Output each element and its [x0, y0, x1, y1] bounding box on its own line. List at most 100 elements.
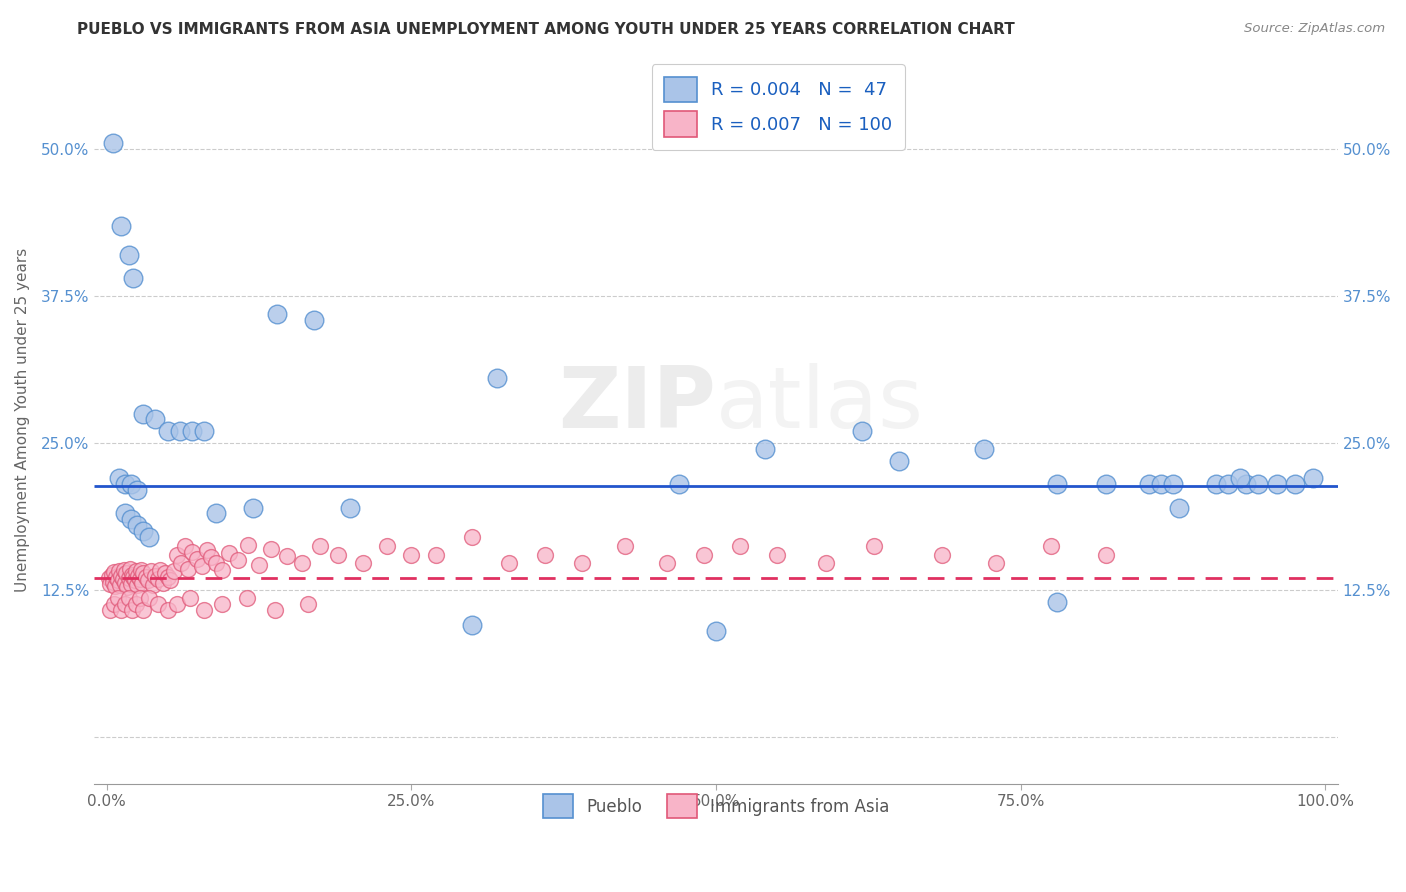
Point: [131, 575, 153, 590]
Point: [226, 553, 249, 567]
Point: [179, 591, 201, 605]
Point: [132, 603, 155, 617]
Text: Source: ZipAtlas.com: Source: ZipAtlas.com: [1244, 22, 1385, 36]
Point: [211, 597, 233, 611]
Point: [120, 577, 142, 591]
Point: [401, 548, 423, 562]
Point: [166, 597, 188, 611]
Point: [205, 507, 228, 521]
Point: [571, 556, 593, 570]
Point: [339, 500, 361, 515]
Point: [108, 564, 131, 578]
Point: [105, 570, 128, 584]
Point: [766, 548, 789, 562]
Point: [169, 424, 191, 438]
Point: [127, 518, 149, 533]
Point: [118, 562, 141, 576]
Point: [114, 507, 136, 521]
Point: [263, 603, 285, 617]
Point: [146, 572, 169, 586]
Point: [1168, 500, 1191, 515]
Point: [101, 574, 124, 589]
Point: [127, 483, 149, 497]
Point: [138, 591, 160, 605]
Point: [125, 564, 148, 578]
Point: [190, 559, 212, 574]
Point: [193, 424, 215, 438]
Legend: Pueblo, Immigrants from Asia: Pueblo, Immigrants from Asia: [534, 786, 898, 826]
Point: [887, 453, 910, 467]
Point: [170, 556, 193, 570]
Point: [114, 477, 136, 491]
Point: [973, 442, 995, 456]
Point: [668, 477, 690, 491]
Point: [101, 136, 124, 151]
Point: [122, 570, 145, 584]
Point: [163, 564, 186, 578]
Point: [127, 578, 149, 592]
Point: [931, 548, 953, 562]
Point: [146, 597, 169, 611]
Point: [186, 552, 208, 566]
Point: [177, 562, 200, 576]
Text: ZIP: ZIP: [558, 363, 716, 446]
Point: [107, 591, 129, 605]
Point: [136, 574, 159, 588]
Point: [149, 563, 172, 577]
Point: [461, 618, 484, 632]
Point: [236, 538, 259, 552]
Point: [986, 556, 1008, 570]
Point: [166, 548, 188, 562]
Text: atlas: atlas: [716, 363, 924, 446]
Point: [121, 603, 143, 617]
Point: [132, 566, 155, 581]
Point: [276, 549, 298, 563]
Point: [117, 571, 139, 585]
Point: [159, 574, 181, 588]
Point: [117, 591, 139, 605]
Point: [375, 540, 398, 554]
Point: [1046, 477, 1069, 491]
Point: [328, 548, 350, 562]
Point: [100, 567, 122, 582]
Point: [1205, 477, 1227, 491]
Point: [120, 477, 142, 491]
Point: [297, 597, 319, 611]
Point: [132, 407, 155, 421]
Point: [132, 524, 155, 538]
Point: [1040, 540, 1063, 554]
Point: [110, 219, 132, 233]
Point: [156, 570, 179, 584]
Point: [1229, 471, 1251, 485]
Point: [1234, 477, 1257, 491]
Point: [107, 574, 129, 588]
Point: [425, 548, 447, 562]
Point: [104, 579, 127, 593]
Point: [1302, 471, 1324, 485]
Y-axis label: Unemployment Among Youth under 25 years: Unemployment Among Youth under 25 years: [15, 247, 30, 591]
Point: [98, 571, 121, 585]
Point: [117, 248, 139, 262]
Point: [211, 563, 233, 577]
Point: [814, 556, 837, 570]
Point: [152, 575, 174, 590]
Point: [112, 563, 135, 577]
Point: [1150, 477, 1173, 491]
Point: [98, 603, 121, 617]
Text: PUEBLO VS IMMIGRANTS FROM ASIA UNEMPLOYMENT AMONG YOUTH UNDER 25 YEARS CORRELATI: PUEBLO VS IMMIGRANTS FROM ASIA UNEMPLOYM…: [77, 22, 1015, 37]
Point: [114, 597, 136, 611]
Point: [302, 312, 325, 326]
Point: [125, 597, 148, 611]
Point: [103, 597, 125, 611]
Point: [110, 603, 132, 617]
Point: [129, 563, 152, 577]
Point: [1095, 548, 1118, 562]
Point: [135, 570, 157, 584]
Point: [156, 603, 179, 617]
Point: [657, 556, 679, 570]
Point: [498, 556, 520, 570]
Point: [534, 548, 557, 562]
Point: [114, 575, 136, 590]
Point: [485, 371, 508, 385]
Point: [200, 549, 222, 564]
